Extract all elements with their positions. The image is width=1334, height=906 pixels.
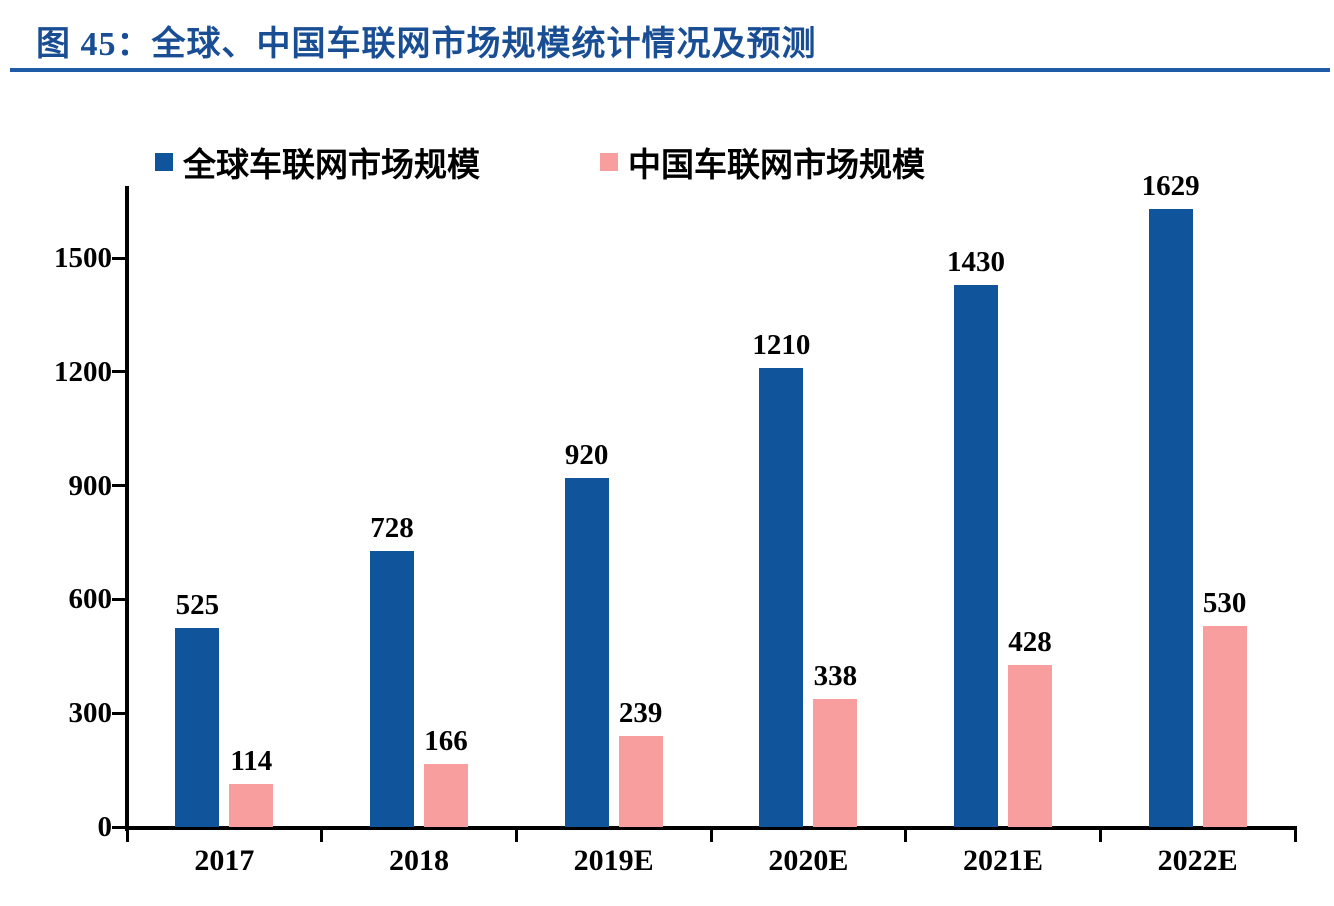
china-bar <box>229 784 274 827</box>
china-bar <box>1008 665 1052 827</box>
y-axis-tick-label: 300 <box>68 697 113 730</box>
china-bar <box>424 764 468 827</box>
y-axis-tick <box>112 597 127 601</box>
x-axis-tick-label: 2022E <box>1157 844 1238 877</box>
chart-legend: 全球车联网市场规模 中国车联网市场规模 <box>155 138 925 186</box>
x-axis-tick-label: 2019E <box>573 844 654 877</box>
china-bar <box>618 736 663 827</box>
x-axis-tick <box>1293 828 1297 842</box>
title-rule-divider <box>10 68 1330 72</box>
global-bar <box>759 368 804 827</box>
y-axis-tick <box>112 711 127 715</box>
x-axis-tick <box>904 828 908 842</box>
x-axis-tick <box>709 828 713 842</box>
x-axis-tick-label: 2017 <box>194 844 255 877</box>
global-bar <box>175 628 220 827</box>
x-axis-tick <box>320 828 324 842</box>
bar-value-label: 428 <box>1008 626 1052 658</box>
y-axis-tick-label: 900 <box>68 469 113 502</box>
x-axis-tick-label: 2018 <box>389 844 449 877</box>
y-axis-tick-label: 0 <box>97 811 113 843</box>
global-bar <box>1148 209 1193 827</box>
y-axis-tick-label: 600 <box>68 583 113 616</box>
bar-value-label: 1629 <box>1141 170 1200 202</box>
global-bar <box>954 285 998 827</box>
bar-value-label: 530 <box>1202 587 1247 619</box>
x-axis-tick-label: 2020E <box>768 844 849 877</box>
y-axis-tick <box>112 256 127 260</box>
figure-title: 图 45：全球、中国车联网市场规模统计情况及预测 <box>36 26 817 63</box>
y-axis-tick <box>112 370 127 374</box>
x-axis-tick <box>1098 828 1102 842</box>
legend-item-global: 全球车联网市场规模 <box>155 138 480 186</box>
legend-label-china: 中国车联网市场规模 <box>628 148 925 184</box>
y-axis-tick-label: 1200 <box>54 355 112 388</box>
legend-label-global: 全球车联网市场规模 <box>183 148 480 184</box>
bar-value-label: 1210 <box>752 329 811 361</box>
global-bar <box>564 478 609 827</box>
legend-item-china: 中国车联网市场规模 <box>600 138 925 186</box>
legend-swatch-global-icon <box>155 153 173 171</box>
y-axis-tick <box>112 484 127 488</box>
china-bar <box>1202 626 1247 827</box>
y-axis-tick <box>112 825 127 829</box>
china-bar <box>813 699 858 827</box>
bar-value-label: 239 <box>618 697 663 729</box>
x-axis-tick <box>514 828 518 842</box>
bar-value-label: 338 <box>813 660 858 692</box>
bar-value-label: 920 <box>564 439 609 471</box>
bar-value-label: 114 <box>230 745 273 777</box>
y-axis-tick-label: 1500 <box>54 242 112 274</box>
global-bar <box>370 551 414 827</box>
bar-value-label: 1430 <box>947 246 1005 278</box>
x-axis-tick-label: 2021E <box>962 844 1043 877</box>
bar-value-label: 166 <box>424 725 468 757</box>
y-axis-line <box>125 186 129 831</box>
bar-value-label: 728 <box>370 512 414 544</box>
x-axis-tick <box>125 828 129 842</box>
bar-value-label: 525 <box>175 589 220 621</box>
legend-swatch-china-icon <box>600 153 618 171</box>
